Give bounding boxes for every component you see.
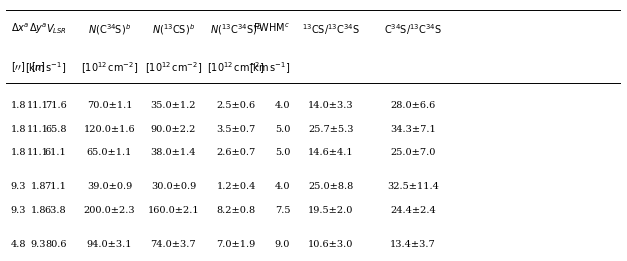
Text: $N(\mathrm{^{13}CS})^b$: $N(\mathrm{^{13}CS})^b$	[152, 22, 195, 37]
Text: 2.6±0.7: 2.6±0.7	[216, 148, 256, 157]
Text: $N(\mathrm{C^{34}S})^b$: $N(\mathrm{C^{34}S})^b$	[88, 22, 131, 37]
Text: 5.0: 5.0	[275, 124, 290, 134]
Text: 9.0: 9.0	[275, 240, 290, 249]
Text: 11.1: 11.1	[28, 148, 49, 157]
Text: 80.6: 80.6	[45, 240, 66, 249]
Text: 28.0±6.6: 28.0±6.6	[391, 101, 436, 110]
Text: 10.6±3.0: 10.6±3.0	[308, 240, 354, 249]
Text: 1.8: 1.8	[11, 124, 26, 134]
Text: 11.1: 11.1	[28, 101, 49, 110]
Text: $\mathrm{^{13}CS/^{13}C^{34}S}$: $\mathrm{^{13}CS/^{13}C^{34}S}$	[302, 22, 360, 37]
Text: 14.0±3.3: 14.0±3.3	[308, 101, 354, 110]
Text: 19.5±2.0: 19.5±2.0	[308, 206, 354, 215]
Text: 13.4±3.7: 13.4±3.7	[390, 240, 436, 249]
Text: 34.3±7.1: 34.3±7.1	[390, 124, 436, 134]
Text: 65.8: 65.8	[45, 124, 66, 134]
Text: 3.5±0.7: 3.5±0.7	[216, 124, 256, 134]
Text: 9.3: 9.3	[11, 182, 26, 191]
Text: $\mathrm{C^{34}S/^{13}C^{34}S}$: $\mathrm{C^{34}S/^{13}C^{34}S}$	[384, 22, 442, 37]
Text: 25.0±8.8: 25.0±8.8	[308, 182, 354, 191]
Text: 4.8: 4.8	[11, 240, 26, 249]
Text: 71.1: 71.1	[45, 182, 66, 191]
Text: 25.0±7.0: 25.0±7.0	[391, 148, 436, 157]
Text: $\mathrm{FWHM}^c$: $\mathrm{FWHM}^c$	[253, 22, 290, 34]
Text: 94.0±3.1: 94.0±3.1	[87, 240, 132, 249]
Text: 8.2±0.8: 8.2±0.8	[216, 206, 256, 215]
Text: $V_{LSR}$: $V_{LSR}$	[46, 22, 66, 35]
Text: 38.0±1.4: 38.0±1.4	[150, 148, 196, 157]
Text: 160.0±2.1: 160.0±2.1	[147, 206, 199, 215]
Text: 1.8: 1.8	[31, 206, 46, 215]
Text: 9.3: 9.3	[11, 206, 26, 215]
Text: 71.6: 71.6	[45, 101, 66, 110]
Text: 9.3: 9.3	[31, 240, 46, 249]
Text: 120.0±1.6: 120.0±1.6	[83, 124, 135, 134]
Text: $[\prime\prime]$: $[\prime\prime]$	[31, 60, 45, 74]
Text: $[10^{12}\,\mathrm{cm^{-2}}]$: $[10^{12}\,\mathrm{cm^{-2}}]$	[208, 60, 265, 76]
Text: $N(\mathrm{^{13}C^{34}S})^b$: $N(\mathrm{^{13}C^{34}S})^b$	[210, 22, 262, 37]
Text: 61.1: 61.1	[45, 148, 66, 157]
Text: 14.6±4.1: 14.6±4.1	[308, 148, 354, 157]
Text: 1.2±0.4: 1.2±0.4	[216, 182, 256, 191]
Text: $\Delta y^a$: $\Delta y^a$	[29, 22, 48, 36]
Text: $[\mathrm{km\,s^{-1}}]$: $[\mathrm{km\,s^{-1}}]$	[25, 60, 66, 76]
Text: $\Delta x^a$: $\Delta x^a$	[11, 22, 29, 34]
Text: 4.0: 4.0	[275, 101, 290, 110]
Text: 25.7±5.3: 25.7±5.3	[308, 124, 354, 134]
Text: 35.0±1.2: 35.0±1.2	[150, 101, 196, 110]
Text: 39.0±0.9: 39.0±0.9	[87, 182, 132, 191]
Text: $[\prime\prime]$: $[\prime\prime]$	[11, 60, 25, 74]
Text: 65.0±1.1: 65.0±1.1	[87, 148, 132, 157]
Text: 32.5±11.4: 32.5±11.4	[387, 182, 439, 191]
Text: 74.0±3.7: 74.0±3.7	[150, 240, 196, 249]
Text: 63.8: 63.8	[45, 206, 66, 215]
Text: 7.0±1.9: 7.0±1.9	[216, 240, 256, 249]
Text: 2.5±0.6: 2.5±0.6	[216, 101, 256, 110]
Text: 90.0±2.2: 90.0±2.2	[150, 124, 196, 134]
Text: 24.4±2.4: 24.4±2.4	[390, 206, 436, 215]
Text: $[\mathrm{km\,s^{-1}}]$: $[\mathrm{km\,s^{-1}}]$	[249, 60, 290, 76]
Text: 4.0: 4.0	[275, 182, 290, 191]
Text: 30.0±0.9: 30.0±0.9	[150, 182, 196, 191]
Text: 1.8: 1.8	[11, 101, 26, 110]
Text: 1.8: 1.8	[11, 148, 26, 157]
Text: 11.1: 11.1	[28, 124, 49, 134]
Text: 7.5: 7.5	[275, 206, 290, 215]
Text: 70.0±1.1: 70.0±1.1	[87, 101, 132, 110]
Text: $[10^{12}\,\mathrm{cm^{-2}}]$: $[10^{12}\,\mathrm{cm^{-2}}]$	[145, 60, 202, 76]
Text: 200.0±2.3: 200.0±2.3	[83, 206, 135, 215]
Text: $[10^{12}\,\mathrm{cm^{-2}}]$: $[10^{12}\,\mathrm{cm^{-2}}]$	[81, 60, 138, 76]
Text: 1.8: 1.8	[31, 182, 46, 191]
Text: 5.0: 5.0	[275, 148, 290, 157]
